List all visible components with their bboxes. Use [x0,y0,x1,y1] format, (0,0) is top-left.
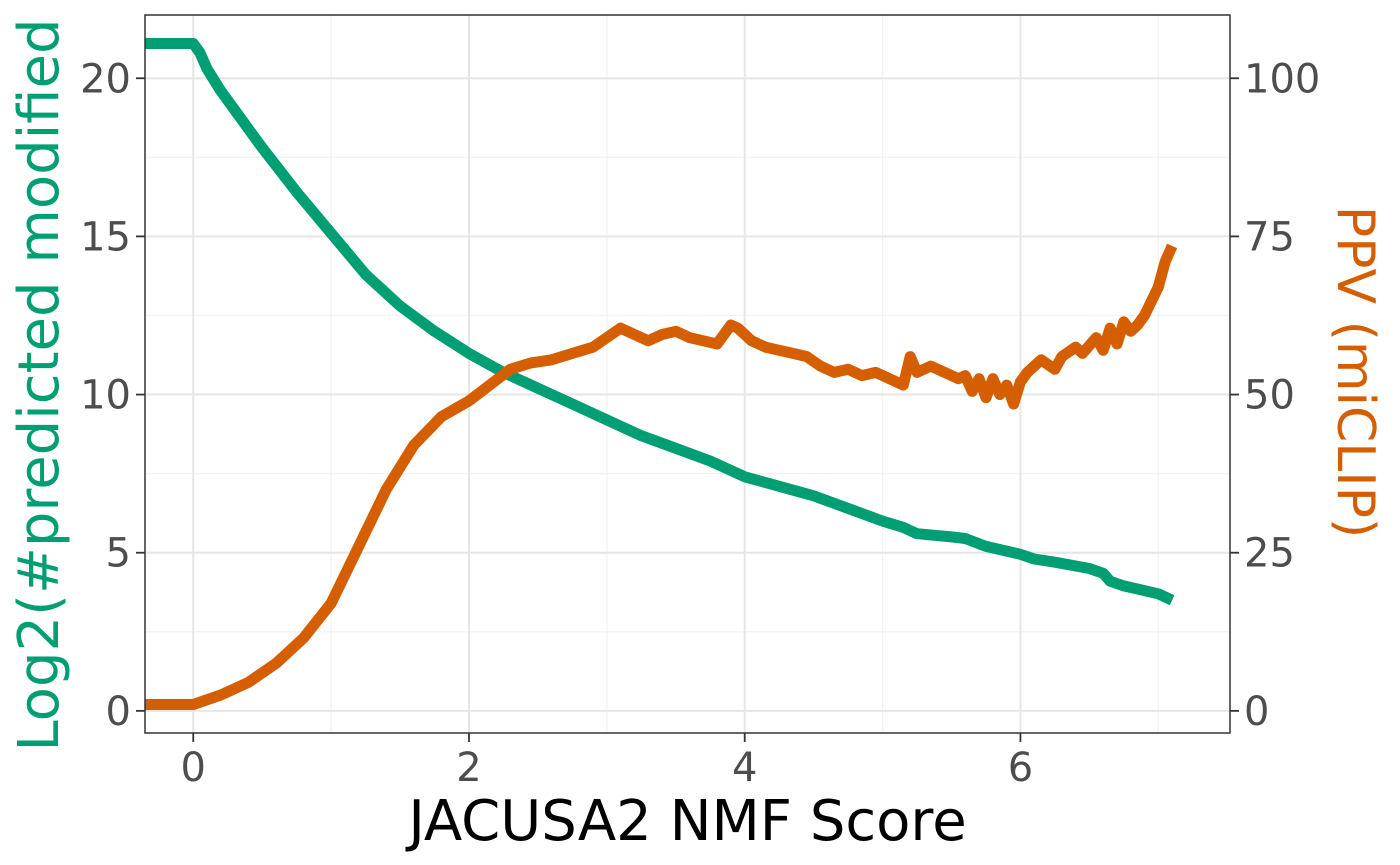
right-y-tick-label: 100 [1244,56,1320,102]
left-y-axis-title: Log2(#predicted modified [7,18,72,751]
log2-predicted-line [145,38,1175,606]
right-y-axis-title: PPV (miCLIP) [1325,206,1385,538]
ppv-line [145,243,1178,710]
series-lines [145,38,1178,710]
left-y-tick-label: 20 [80,56,131,102]
left-y-tick-label: 5 [106,531,131,577]
plot-panel-border [144,14,1231,734]
right-y-tick-label: 50 [1244,373,1295,419]
right-y-tick-label: 75 [1244,214,1295,260]
axis-ticks: 0 2 4 6 0 5 10 15 20 0 25 50 75 100 [80,56,1320,791]
x-axis-title: JACUSA2 NMF Score [405,789,966,854]
right-y-tick-label: 0 [1244,689,1269,735]
x-tick-label: 0 [181,745,206,791]
x-tick-label: 4 [732,745,757,791]
grid-lines [145,15,1230,733]
left-y-tick-label: 15 [80,214,131,260]
left-y-tick-label: 10 [80,373,131,419]
x-tick-label: 2 [456,745,481,791]
left-y-tick-label: 0 [106,689,131,735]
x-tick-label: 6 [1008,745,1033,791]
right-y-tick-label: 25 [1244,531,1295,577]
